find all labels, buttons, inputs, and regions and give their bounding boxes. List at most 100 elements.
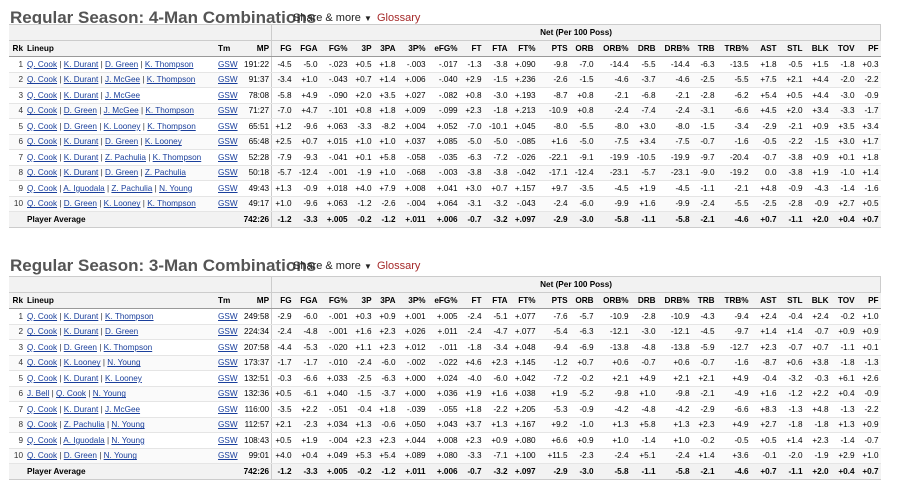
player-link[interactable]: K. Looney: [105, 373, 142, 383]
player-link[interactable]: Q. Cook: [27, 59, 58, 69]
team-link[interactable]: GSW: [218, 435, 238, 445]
player-link[interactable]: K. Thompson: [147, 199, 196, 209]
player-link[interactable]: K. Thompson: [144, 59, 194, 69]
column-header-ast[interactable]: AST: [750, 40, 779, 57]
column-header-ft[interactable]: FT: [459, 40, 484, 57]
player-link[interactable]: N. Young: [111, 435, 145, 445]
column-header-mp[interactable]: MP: [239, 292, 273, 309]
player-link[interactable]: K. Durant: [63, 373, 99, 383]
team-link[interactable]: GSW: [218, 137, 238, 147]
column-header-pf[interactable]: PF: [856, 40, 881, 57]
player-link[interactable]: K. Thompson: [152, 152, 202, 162]
player-link[interactable]: J. Bell: [27, 389, 50, 399]
player-link[interactable]: Q. Cook: [27, 342, 58, 352]
player-link[interactable]: A. Iguodala: [63, 435, 105, 445]
player-link[interactable]: Q. Cook: [27, 183, 58, 193]
player-link[interactable]: K. Durant: [63, 75, 99, 85]
player-link[interactable]: J. McGee: [105, 75, 141, 85]
team-link[interactable]: GSW: [218, 342, 238, 352]
column-header-orb-pct[interactable]: ORB%: [595, 40, 631, 57]
player-link[interactable]: K. Durant: [63, 404, 99, 414]
player-link[interactable]: K. Durant: [63, 90, 99, 100]
team-link[interactable]: GSW: [218, 404, 238, 414]
player-link[interactable]: D. Green: [105, 327, 139, 337]
column-header-blk[interactable]: BLK: [804, 292, 831, 309]
player-link[interactable]: N. Young: [103, 451, 137, 461]
glossary-link[interactable]: Glossary: [377, 260, 421, 272]
team-link[interactable]: GSW: [218, 75, 238, 85]
share-more-button[interactable]: Share & more ▼: [293, 12, 372, 24]
player-link[interactable]: K. Thompson: [147, 121, 196, 131]
column-header-fg-pct[interactable]: FG%: [319, 40, 350, 57]
player-link[interactable]: Z. Pachulia: [111, 183, 153, 193]
player-link[interactable]: Q. Cook: [27, 311, 58, 321]
player-link[interactable]: Q. Cook: [27, 106, 58, 116]
player-link[interactable]: Q. Cook: [27, 358, 58, 368]
player-link[interactable]: J. McGee: [105, 90, 141, 100]
player-link[interactable]: K. Thompson: [146, 75, 196, 85]
player-link[interactable]: K. Thompson: [145, 106, 194, 116]
player-link[interactable]: D. Green: [105, 168, 139, 178]
column-header-orb-pct[interactable]: ORB%: [595, 292, 631, 309]
column-header-fga[interactable]: FGA: [293, 40, 320, 57]
team-link[interactable]: GSW: [218, 168, 238, 178]
player-link[interactable]: Q. Cook: [27, 121, 58, 131]
player-link[interactable]: Q. Cook: [27, 404, 58, 414]
player-link[interactable]: Q. Cook: [27, 90, 58, 100]
player-link[interactable]: K. Durant: [63, 137, 99, 147]
column-header-3pa[interactable]: 3PA: [373, 40, 398, 57]
column-header-ft-pct[interactable]: FT%: [509, 292, 538, 309]
player-link[interactable]: Q. Cook: [55, 389, 87, 399]
player-link[interactable]: K. Looney: [63, 358, 101, 368]
player-link[interactable]: D. Green: [105, 137, 139, 147]
player-link[interactable]: N. Young: [92, 389, 126, 399]
column-header-fga[interactable]: FGA: [293, 292, 320, 309]
player-link[interactable]: Q. Cook: [27, 168, 58, 178]
column-header-drb[interactable]: DRB: [630, 292, 658, 309]
column-header-rk[interactable]: Rk: [9, 292, 25, 309]
player-link[interactable]: D. Green: [63, 121, 97, 131]
player-link[interactable]: K. Durant: [63, 327, 99, 337]
column-header-pf[interactable]: PF: [856, 292, 881, 309]
player-link[interactable]: K. Thompson: [103, 342, 153, 352]
player-link[interactable]: Q. Cook: [27, 137, 58, 147]
team-link[interactable]: GSW: [218, 451, 238, 461]
player-link[interactable]: J. McGee: [103, 106, 139, 116]
column-header-drb[interactable]: DRB: [630, 40, 658, 57]
team-link[interactable]: GSW: [218, 373, 238, 383]
player-link[interactable]: Q. Cook: [27, 420, 58, 430]
player-link[interactable]: K. Durant: [63, 59, 99, 69]
player-link[interactable]: N. Young: [159, 183, 193, 193]
column-header-drb-pct[interactable]: DRB%: [657, 292, 692, 309]
player-link[interactable]: Q. Cook: [27, 152, 58, 162]
player-link[interactable]: K. Looney: [103, 199, 141, 209]
share-more-button[interactable]: Share & more ▼: [293, 260, 372, 272]
team-link[interactable]: GSW: [218, 59, 238, 69]
column-header-fg[interactable]: FG: [271, 292, 294, 309]
column-header-ft-pct[interactable]: FT%: [509, 40, 538, 57]
column-header-fg[interactable]: FG: [271, 40, 294, 57]
team-link[interactable]: GSW: [218, 389, 238, 399]
column-header-ft[interactable]: FT: [459, 292, 484, 309]
player-link[interactable]: D. Green: [63, 451, 97, 461]
column-header-lineup[interactable]: Lineup: [25, 292, 216, 309]
column-header-fta[interactable]: FTA: [483, 292, 510, 309]
player-link[interactable]: Z. Pachulia: [144, 168, 186, 178]
column-header-blk[interactable]: BLK: [804, 40, 831, 57]
column-header-trb-pct[interactable]: TRB%: [716, 40, 751, 57]
player-link[interactable]: Z. Pachulia: [105, 152, 146, 162]
column-header-lineup[interactable]: Lineup: [25, 40, 216, 57]
column-header-fg-pct[interactable]: FG%: [319, 292, 350, 309]
player-link[interactable]: N. Young: [107, 358, 141, 368]
team-link[interactable]: GSW: [218, 420, 238, 430]
column-header-efg-pct[interactable]: eFG%: [427, 40, 460, 57]
player-link[interactable]: K. Thompson: [105, 311, 154, 321]
player-link[interactable]: D. Green: [105, 59, 139, 69]
player-link[interactable]: D. Green: [63, 106, 97, 116]
player-link[interactable]: N. Young: [111, 420, 145, 430]
column-header-mp[interactable]: MP: [239, 40, 273, 57]
player-link[interactable]: D. Green: [63, 342, 97, 352]
column-header-tm[interactable]: Tm: [216, 292, 240, 309]
column-header-stl[interactable]: STL: [778, 292, 805, 309]
team-link[interactable]: GSW: [218, 121, 238, 131]
